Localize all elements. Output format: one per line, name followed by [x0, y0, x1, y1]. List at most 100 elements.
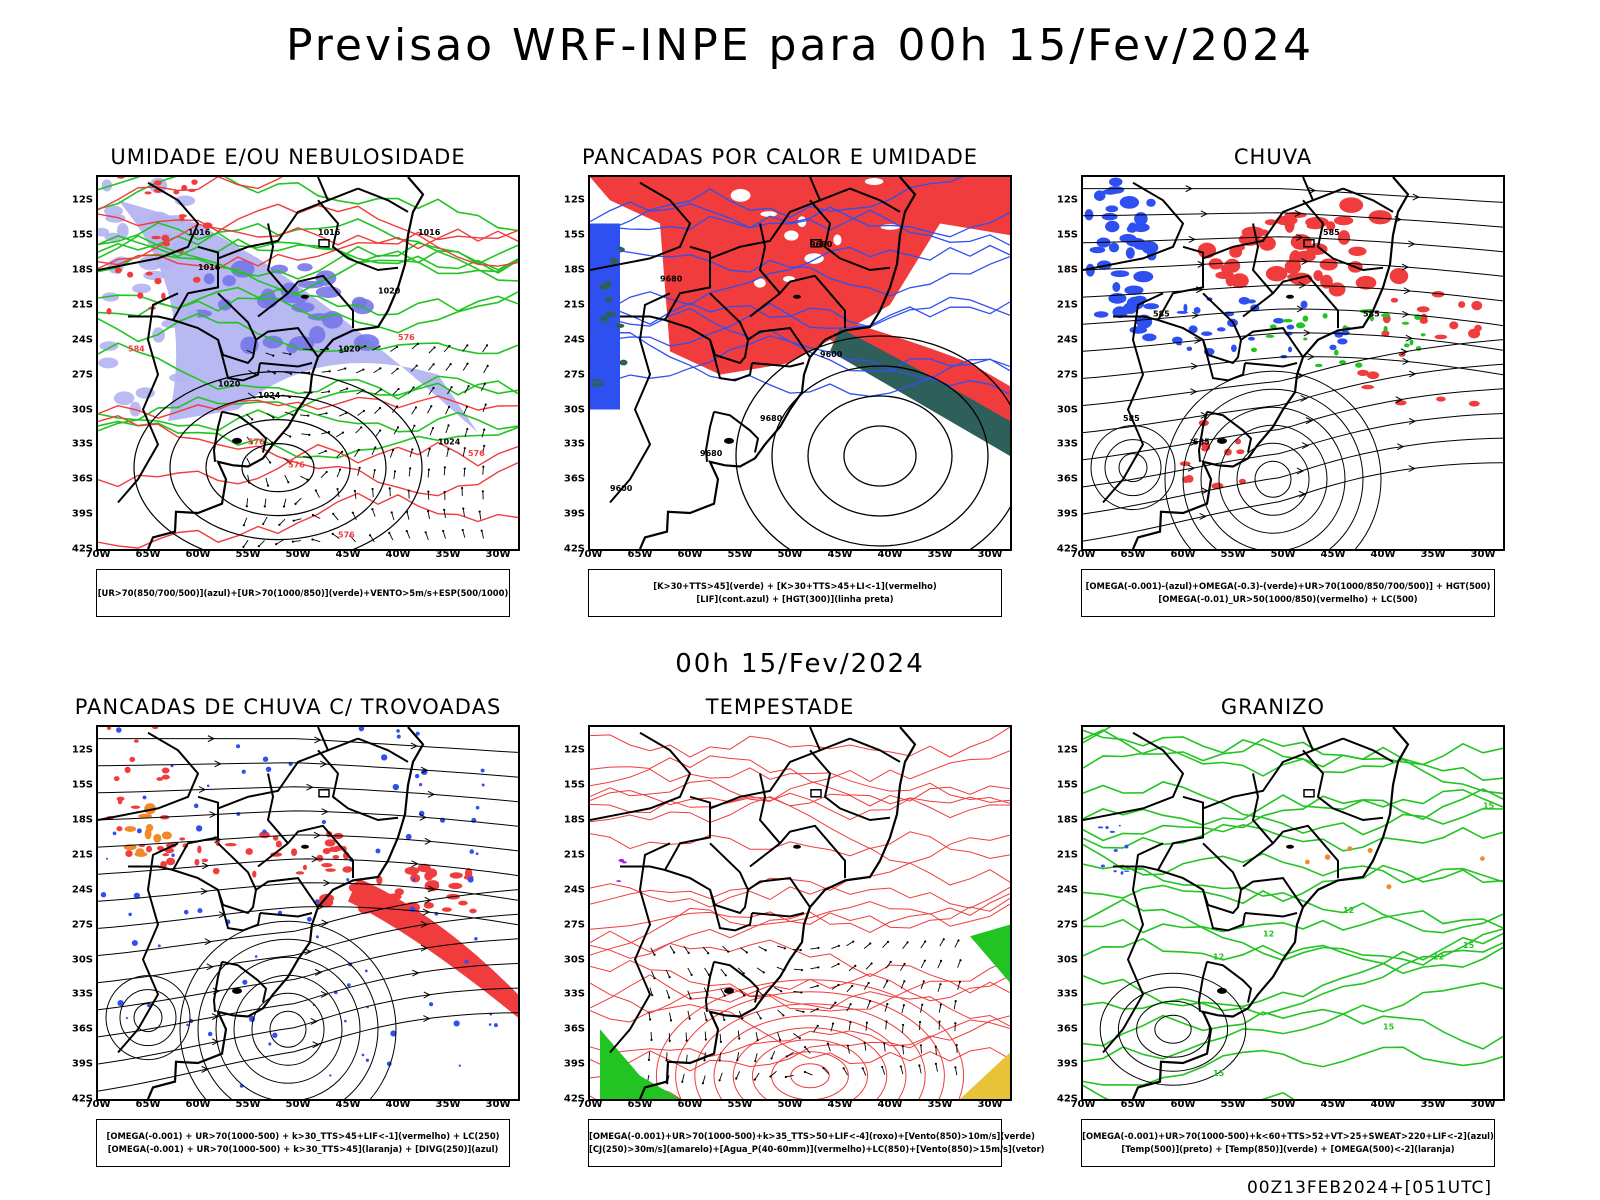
- divergence-dot: [481, 783, 485, 787]
- rain-ur-area: [1389, 267, 1409, 285]
- divergence-dot: [474, 936, 478, 941]
- red-contour-spot: [173, 190, 180, 195]
- wind-vector-850: [648, 1011, 651, 1020]
- wind-vector-850: [755, 1032, 759, 1041]
- wind-vector-850: [669, 1012, 672, 1021]
- rain-ur-area: [1474, 324, 1482, 332]
- temp850-contour: [1083, 852, 1503, 884]
- vector-head: [483, 428, 486, 431]
- temp500-contour: [1099, 972, 1247, 1086]
- lif-contour: [590, 335, 1010, 383]
- thickness-contour: [98, 441, 518, 488]
- panel-title: UMIDADE E/OU NEBULOSIDADE: [110, 145, 466, 169]
- vector-head: [430, 405, 433, 408]
- border: [317, 727, 329, 751]
- thunder-area: [317, 897, 334, 908]
- wind-vector: [445, 363, 451, 371]
- vector-head: [938, 1020, 941, 1023]
- divergence-dot: [262, 829, 267, 834]
- rain-ur-area: [1416, 306, 1430, 313]
- vector-head: [414, 406, 418, 409]
- legend-line: [OMEGA(-0.001)+UR>70(1000-500)+k>35_TTS>…: [589, 1131, 1035, 1141]
- thunder-area: [133, 739, 139, 743]
- rain-omega-area: [1093, 311, 1109, 318]
- divergence-dot: [105, 857, 108, 860]
- border: [704, 411, 715, 462]
- wind-vector-850: [884, 1003, 888, 1012]
- vector-head: [272, 397, 276, 400]
- thunder-k-area: [161, 831, 172, 840]
- vector-head: [906, 941, 909, 944]
- panel-legend: [OMEGA(-0.001)-(azul)+OMEGA(-0.3)-(verde…: [1081, 569, 1495, 617]
- wind-vector: [482, 345, 488, 353]
- lat-tick-label: 18S: [71, 814, 93, 826]
- divergence-dot: [116, 727, 122, 733]
- lon-tick-label: 60W: [185, 549, 211, 560]
- map-umidade[interactable]: 1016 1016 1016 1016 1020 1020 1020 1024 1024 576 5…: [96, 175, 520, 551]
- vector-head: [378, 406, 382, 410]
- vector-head: [374, 446, 377, 449]
- lc-streamline: [98, 906, 518, 929]
- vector-head: [273, 372, 276, 375]
- vector-head: [292, 519, 295, 522]
- vector-head: [242, 545, 245, 548]
- wind-vector: [312, 539, 321, 543]
- map-tempestade[interactable]: [588, 725, 1012, 1101]
- hail-area: [1118, 824, 1121, 827]
- lat-tick-label: 21S: [1056, 299, 1078, 311]
- map-trovoadas[interactable]: [96, 725, 520, 1101]
- red-contour-spot: [161, 292, 166, 300]
- wind-vector: [337, 488, 340, 497]
- divergence-dot: [236, 744, 241, 749]
- map-granizo[interactable]: 12 12 12 12 15 15 15 15: [1081, 725, 1505, 1101]
- border: [1244, 362, 1298, 368]
- stream-arrow: [1303, 329, 1311, 337]
- thunder-k-area: [135, 848, 145, 857]
- lon-tick-label: 30W: [977, 549, 1003, 560]
- lc850-contour: [655, 979, 965, 1099]
- wind-vector-850: [863, 982, 870, 990]
- rain-ur-area: [1220, 264, 1232, 273]
- hgt-streamline: [1083, 462, 1503, 542]
- hail-area: [1097, 826, 1104, 829]
- rain-ur-area: [1179, 461, 1191, 467]
- divergence-dot: [396, 734, 401, 739]
- humidity-area-west: [104, 205, 123, 217]
- rain-omega-area: [1112, 281, 1121, 293]
- vector-head: [483, 382, 486, 385]
- wind-vector-850: [669, 945, 675, 953]
- wind-vector: [300, 475, 308, 481]
- wind-vector-850: [937, 960, 942, 969]
- vector-head: [311, 538, 314, 541]
- map-pancadas-calor[interactable]: 9680 9680 9680 9680 9600 9600: [588, 175, 1012, 551]
- wind-vector: [369, 534, 375, 543]
- map-canvas: 1016 1016 1016 1016 1020 1020 1020 1024 1024 576 5…: [98, 177, 518, 549]
- border: [1083, 731, 1185, 821]
- streamline-ring: [1254, 460, 1292, 498]
- vector-head: [958, 980, 961, 983]
- wind-vector: [479, 511, 482, 520]
- streamline-ring: [105, 975, 191, 1061]
- vector-head: [903, 980, 906, 983]
- contour-label: 9680: [700, 449, 723, 458]
- wind-vector: [429, 427, 434, 436]
- vector-head: [308, 433, 311, 436]
- hgt-streamline: [1083, 260, 1503, 277]
- vector-head: [861, 1067, 864, 1070]
- stream-arrow: [1395, 396, 1403, 404]
- map-chuva[interactable]: 585 585 585 585 585: [1081, 175, 1505, 551]
- wind-vector: [406, 530, 411, 539]
- wind-vector-850: [939, 938, 945, 947]
- wind-vector: [390, 346, 398, 352]
- red-contour-spot: [154, 277, 162, 285]
- border: [1206, 410, 1253, 453]
- vector-head: [954, 1000, 957, 1003]
- vector-head: [275, 543, 278, 546]
- lon-tick-label: 65W: [627, 549, 653, 560]
- rain-ur-area: [1390, 297, 1399, 303]
- vector-head: [826, 1042, 829, 1045]
- stream-arrow: [419, 813, 427, 821]
- lat-tick-label: 27S: [1056, 369, 1078, 381]
- lat-axis: 12S 15S 18S 21S 24S 27S 30S 33S 36S 39S 42S: [53, 175, 95, 555]
